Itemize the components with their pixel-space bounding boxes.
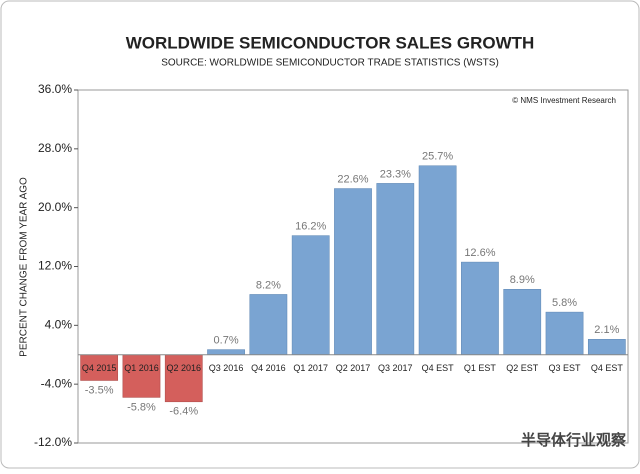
x-tick-label: Q2 EST <box>506 363 539 373</box>
value-label: -5.8% <box>127 401 156 413</box>
bar <box>291 235 330 355</box>
value-label: 8.2% <box>256 279 281 291</box>
x-tick-label: Q4 EST <box>422 363 455 373</box>
x-tick-label: Q4 2015 <box>82 363 117 373</box>
value-label: -6.4% <box>169 406 198 418</box>
value-label: 23.3% <box>380 168 411 180</box>
y-tick-label: 12.0% <box>38 259 72 273</box>
x-tick-label: Q1 2016 <box>124 363 159 373</box>
chart-title: WORLDWIDE SEMICONDUCTOR SALES GROWTH <box>126 33 535 52</box>
x-tick-label: Q4 2016 <box>251 363 286 373</box>
bar <box>249 294 288 355</box>
bar <box>418 165 457 355</box>
value-label: 22.6% <box>337 173 368 185</box>
y-tick-label: -12.0% <box>34 435 72 449</box>
value-label: 5.8% <box>552 297 577 309</box>
bar <box>164 354 203 403</box>
bar <box>461 261 499 355</box>
y-tick-label: 4.0% <box>45 318 73 332</box>
bar <box>207 349 245 355</box>
x-tick-label: Q2 2016 <box>167 363 202 373</box>
value-label: 25.7% <box>422 151 453 163</box>
value-label: 12.6% <box>464 247 495 259</box>
x-tick-label: Q3 2017 <box>378 363 413 373</box>
x-tick-label: Q2 2017 <box>336 363 371 373</box>
annotation: © NMS Investment Research <box>512 96 616 105</box>
x-tick-label: Q1 EST <box>464 363 497 373</box>
value-label: 2.1% <box>594 324 619 336</box>
bar <box>376 183 415 355</box>
x-tick-label: Q3 2016 <box>209 363 244 373</box>
bar <box>80 354 119 381</box>
bar <box>334 188 372 355</box>
y-tick-label: 28.0% <box>38 141 72 155</box>
y-tick-label: 36.0% <box>38 82 72 96</box>
value-label: 8.9% <box>510 274 535 286</box>
value-label: 16.2% <box>295 221 326 233</box>
bar <box>122 354 161 398</box>
y-tick-label: 20.0% <box>38 200 72 214</box>
x-tick-label: Q1 2017 <box>293 363 328 373</box>
bar <box>503 289 542 355</box>
x-tick-label: Q3 EST <box>549 363 582 373</box>
value-label: 0.7% <box>214 335 239 347</box>
chart-subtitle: SOURCE: WORLDWIDE SEMICONDUCTOR TRADE ST… <box>161 58 499 69</box>
watermark: 半导体行业观察 <box>521 431 627 449</box>
y-tick-label: -4.0% <box>41 376 73 390</box>
value-label: -3.5% <box>85 384 114 396</box>
y-axis-label: PERCENT CHANGE FROM YEAR AGO <box>19 177 30 357</box>
bar <box>545 311 584 355</box>
x-tick-label: Q4 EST <box>591 363 624 373</box>
bar <box>587 339 626 355</box>
